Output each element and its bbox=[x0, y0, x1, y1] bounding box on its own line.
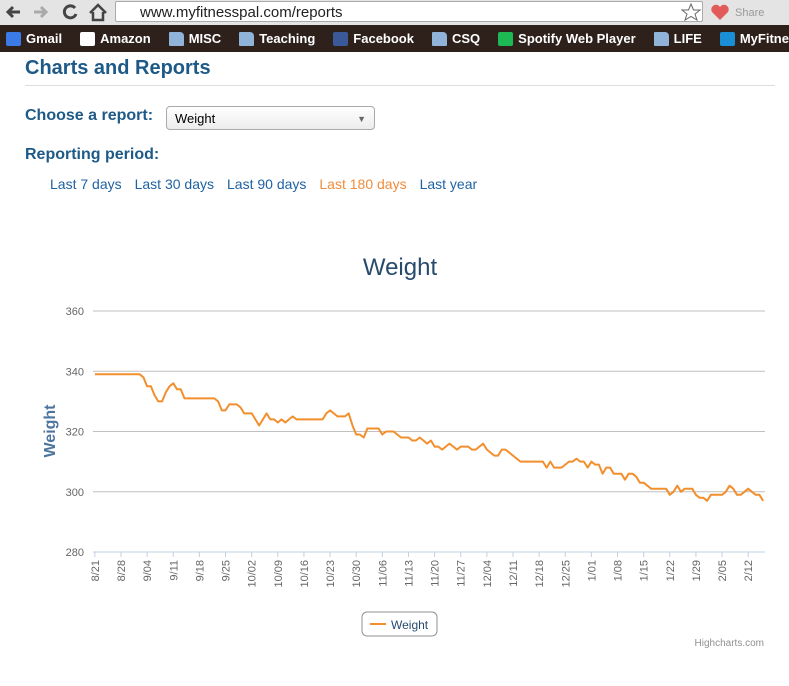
select-arrow: ▼ bbox=[357, 114, 366, 124]
bookmark[interactable]: MyFitnessPal bbox=[719, 31, 789, 46]
legend-box bbox=[361, 611, 438, 637]
chart-title: Weight bbox=[363, 254, 438, 281]
bookmarks-bar: Gmail Amazon MISC Teaching Facebook CSQ Spotif… bbox=[0, 25, 789, 52]
bookmark[interactable]: Spotify Web Player bbox=[498, 31, 636, 46]
bookmark-label: MyFitnessPal bbox=[739, 31, 789, 46]
forward-button[interactable] bbox=[34, 5, 49, 19]
bookmark-label: LIFE bbox=[673, 31, 702, 46]
x-tick-label: 10/30 bbox=[351, 560, 363, 588]
x-tick-label: 9/11 bbox=[168, 560, 180, 581]
bookmark-label: Gmail bbox=[26, 31, 63, 46]
bookmark-icon bbox=[239, 31, 255, 46]
home-button[interactable] bbox=[89, 3, 107, 22]
x-tick-label: 11/13 bbox=[403, 560, 415, 587]
x-tick-label: 10/09 bbox=[273, 560, 285, 588]
x-tick-label: 2/12 bbox=[743, 560, 755, 581]
y-tick-label: 360 bbox=[66, 306, 84, 318]
credit: Highcharts.com bbox=[695, 638, 764, 649]
bookmark[interactable]: LIFE bbox=[653, 31, 702, 46]
report-selected: Weight bbox=[175, 111, 216, 126]
period-link[interactable]: Last 90 days bbox=[227, 176, 307, 192]
x-tick-label: 2/05 bbox=[717, 560, 729, 581]
x-tick-label: 11/20 bbox=[430, 560, 442, 587]
y-tick-label: 300 bbox=[66, 487, 84, 499]
page-title: Charts and Reports bbox=[25, 57, 211, 79]
line-series bbox=[94, 373, 764, 502]
period-label: Reporting period: bbox=[25, 146, 160, 163]
period-link[interactable]: Last year bbox=[419, 176, 478, 192]
x-tick-label: 11/27 bbox=[456, 560, 468, 587]
y-axis-title: Weight bbox=[42, 404, 59, 458]
x-tick-label: 9/04 bbox=[142, 560, 154, 581]
reload-button[interactable] bbox=[62, 4, 78, 20]
x-tick-label: 10/23 bbox=[325, 560, 337, 588]
x-tick-label: 1/01 bbox=[586, 560, 598, 581]
period-links: Last 7 days Last 30 days Last 90 days Last … bbox=[50, 176, 477, 192]
bookmark-icon bbox=[431, 31, 447, 46]
bookmark-icon bbox=[6, 31, 21, 46]
x-tick-label: 1/29 bbox=[691, 560, 703, 581]
period-link[interactable]: Last 7 days bbox=[50, 176, 122, 192]
bookmark-label: Facebook bbox=[353, 31, 414, 46]
bookmark-label: MISC bbox=[188, 31, 222, 46]
period-link[interactable]: Last 180 days bbox=[319, 176, 407, 192]
nav-buttons bbox=[5, 3, 107, 22]
bookmark[interactable]: Amazon bbox=[80, 31, 151, 46]
back-button[interactable] bbox=[5, 5, 20, 19]
x-tick-label: 9/18 bbox=[194, 560, 206, 581]
share-label[interactable]: Share bbox=[735, 7, 764, 19]
bookmark-icon bbox=[333, 31, 349, 46]
bookmark[interactable]: Gmail bbox=[6, 31, 62, 46]
x-tick-label: 12/25 bbox=[560, 560, 572, 588]
bookmark-label: Teaching bbox=[259, 31, 316, 46]
star-icon[interactable] bbox=[680, 2, 702, 22]
y-tick-label: 340 bbox=[66, 366, 84, 378]
bookmark-icon bbox=[653, 31, 669, 46]
bookmark-icon bbox=[719, 31, 735, 46]
bookmark[interactable]: Teaching bbox=[239, 31, 315, 46]
x-tick-label: 11/06 bbox=[377, 560, 389, 587]
bookmark-label: Spotify Web Player bbox=[518, 31, 636, 46]
x-tick-label: 1/08 bbox=[613, 560, 625, 581]
bookmark-icon bbox=[498, 31, 514, 46]
x-tick-label: 8/21 bbox=[90, 560, 102, 581]
bookmark-label: CSQ bbox=[451, 31, 481, 46]
bookmark[interactable]: CSQ bbox=[431, 31, 481, 46]
legend-label[interactable]: Weight bbox=[391, 618, 429, 632]
bookmark[interactable]: MISC bbox=[168, 31, 222, 46]
x-tick-label: 1/22 bbox=[665, 560, 677, 581]
bookmark-icon bbox=[168, 31, 184, 46]
browser-toolbar: www.myfitnesspal.com/reports Share bbox=[0, 0, 789, 25]
x-tick-label: 10/16 bbox=[299, 560, 311, 588]
x-tick-label: 1/15 bbox=[639, 560, 651, 581]
divider bbox=[25, 85, 775, 86]
address-bar[interactable]: www.myfitnesspal.com/reports bbox=[115, 1, 703, 22]
y-tick-label: 280 bbox=[66, 547, 84, 559]
report-select[interactable]: Weight ▼ bbox=[166, 106, 375, 130]
x-tick-label: 12/04 bbox=[482, 560, 494, 588]
x-tick-label: 10/02 bbox=[247, 560, 259, 588]
heart-icon[interactable] bbox=[711, 4, 729, 20]
report-label: Choose a report: bbox=[25, 107, 154, 124]
toolbar-icons: Share bbox=[680, 2, 764, 22]
bookmark-icon bbox=[80, 31, 96, 46]
x-tick-label: 12/11 bbox=[508, 560, 520, 587]
x-tick-label: 8/28 bbox=[116, 560, 128, 581]
period-link[interactable]: Last 30 days bbox=[134, 176, 214, 192]
x-tick-label: 12/18 bbox=[534, 560, 546, 588]
y-tick-label: 320 bbox=[66, 427, 84, 439]
bookmark-label: Amazon bbox=[100, 31, 151, 46]
x-tick-label: 9/25 bbox=[221, 560, 233, 581]
bookmark[interactable]: Facebook bbox=[333, 31, 414, 46]
